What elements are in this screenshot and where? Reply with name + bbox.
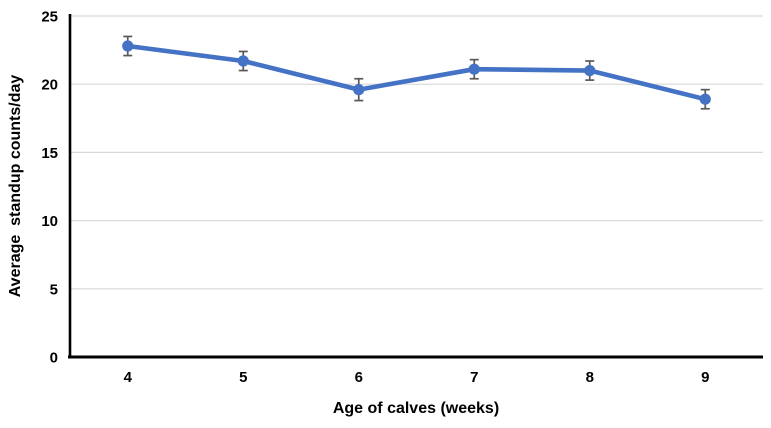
data-point [122,40,134,52]
x-tick-label: 4 [124,369,133,386]
y-tick-label: 0 [50,350,58,367]
y-axis-title: Average standup counts/day [7,75,24,298]
data-point [699,93,711,105]
y-tick-label: 5 [50,281,58,298]
data-point [353,84,365,96]
x-tick-label: 5 [239,369,247,386]
x-tick-label: 6 [355,369,363,386]
x-axis-title: Age of calves (weeks) [333,400,499,417]
data-point [468,63,480,75]
x-tick-label: 8 [586,369,594,386]
data-series [122,40,711,105]
gridlines [70,15,763,290]
y-tick-label: 10 [41,213,58,230]
y-tick-label: 15 [41,145,58,162]
series-line [125,43,708,102]
y-axis-tick-labels: 0 5 10 15 20 25 [41,9,58,367]
error-bars [123,35,710,110]
data-point [237,55,249,67]
y-tick-label: 25 [41,9,58,26]
axes [68,14,763,359]
y-tick-label: 20 [41,77,58,94]
data-point [584,64,596,77]
x-axis-tick-labels: 4 5 6 7 8 9 [124,369,710,386]
x-tick-label: 9 [701,369,709,386]
x-tick-label: 7 [470,369,478,386]
